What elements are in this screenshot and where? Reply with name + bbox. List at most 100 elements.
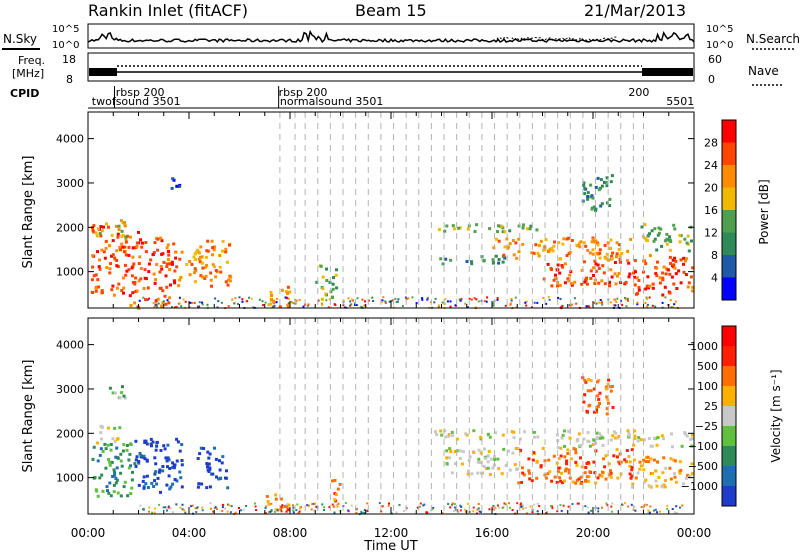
power-cell xyxy=(634,292,638,296)
power-cell xyxy=(586,197,590,201)
vel-cell xyxy=(196,457,200,460)
power-cell xyxy=(231,298,234,301)
power-cell xyxy=(594,269,598,273)
power-cell xyxy=(160,305,163,308)
power-cell xyxy=(184,300,187,303)
vel-cell xyxy=(586,389,590,393)
vel-cell xyxy=(118,396,122,400)
power-cell xyxy=(221,249,224,253)
vel-cell xyxy=(158,503,160,506)
vel-cell xyxy=(535,476,539,480)
vel-cell xyxy=(632,443,636,447)
power-cell xyxy=(550,246,554,250)
power-cell xyxy=(648,232,651,236)
vel-cell xyxy=(194,507,197,510)
power-cell xyxy=(371,296,374,299)
power-cell xyxy=(672,263,676,267)
vel-y-tick-label: 2000 xyxy=(56,427,84,440)
power-cell xyxy=(342,299,345,302)
vel-cell xyxy=(472,450,476,454)
power-cell xyxy=(640,225,644,229)
power-cell xyxy=(168,296,172,300)
power-cell xyxy=(165,265,169,269)
power-cell xyxy=(593,301,596,304)
vel-cell xyxy=(360,511,363,514)
power-y-tick-label: 1000 xyxy=(56,266,84,279)
power-cell xyxy=(597,267,601,270)
vel-cell xyxy=(173,478,177,481)
power-cell xyxy=(110,288,114,292)
vel-cell xyxy=(466,469,470,473)
power-cell xyxy=(229,275,233,279)
vel-cell xyxy=(649,505,652,508)
vel-cell xyxy=(142,485,146,489)
power-cell xyxy=(250,297,253,300)
vel-cell xyxy=(521,505,524,508)
cpid-entry: 5501 xyxy=(666,95,694,108)
vel-cell xyxy=(637,436,641,440)
vel-cell xyxy=(180,463,184,467)
vel-cell xyxy=(311,503,314,506)
power-cell xyxy=(90,278,94,282)
vel-cell xyxy=(576,502,579,505)
power-cell xyxy=(686,285,690,289)
vel-cell xyxy=(592,387,596,391)
power-cell xyxy=(491,261,495,265)
vel-cell xyxy=(655,484,659,488)
vel-cell xyxy=(476,471,480,475)
vel-cell xyxy=(656,511,658,514)
power-cell xyxy=(517,224,521,228)
vel-cell xyxy=(574,481,578,485)
power-cell xyxy=(547,296,550,298)
power-cell xyxy=(168,268,172,271)
power-cell xyxy=(199,245,203,249)
power-cell xyxy=(652,239,656,243)
vel-cell xyxy=(633,436,637,440)
power-cell xyxy=(367,299,370,302)
vel-cell xyxy=(690,433,694,437)
power-cell xyxy=(654,272,658,276)
vel-cell xyxy=(270,502,273,505)
vel-cell xyxy=(559,454,563,458)
power-cell xyxy=(508,242,512,246)
vel-cell xyxy=(596,476,600,480)
power-cell xyxy=(561,304,564,307)
power-cell xyxy=(123,221,126,224)
power-cell xyxy=(593,259,597,263)
vel-cell xyxy=(167,474,171,478)
power-cell xyxy=(589,276,593,280)
power-cell xyxy=(590,206,594,210)
vel-cell xyxy=(115,438,119,441)
vel-cell xyxy=(672,458,676,462)
power-cell xyxy=(149,258,153,262)
power-cell xyxy=(545,302,548,305)
power-cell xyxy=(325,267,328,271)
vel-cell xyxy=(432,506,435,509)
vel-cell xyxy=(585,462,589,465)
vel-cell xyxy=(595,431,599,435)
power-cell xyxy=(626,249,630,253)
power-cell xyxy=(120,289,124,292)
vel-cell xyxy=(593,438,597,442)
power-cell xyxy=(158,270,162,274)
vel-cell xyxy=(556,446,560,450)
power-cell xyxy=(561,242,565,246)
power-cell xyxy=(662,265,666,269)
power-y-tick-label: 3000 xyxy=(56,177,84,190)
power-cell xyxy=(200,261,204,265)
power-cell xyxy=(287,297,290,300)
power-cell xyxy=(165,246,169,250)
vel-cell xyxy=(535,459,539,463)
power-cell xyxy=(200,255,204,259)
power-cell xyxy=(658,281,662,285)
power-cell xyxy=(459,299,462,302)
vel-cell xyxy=(673,475,677,479)
power-cell xyxy=(482,258,486,262)
power-cell xyxy=(605,176,609,180)
vel-cell xyxy=(486,466,490,470)
vel-cell xyxy=(527,469,531,473)
power-cell xyxy=(320,297,324,301)
vel-cell xyxy=(633,458,636,462)
power-cell xyxy=(453,227,457,231)
